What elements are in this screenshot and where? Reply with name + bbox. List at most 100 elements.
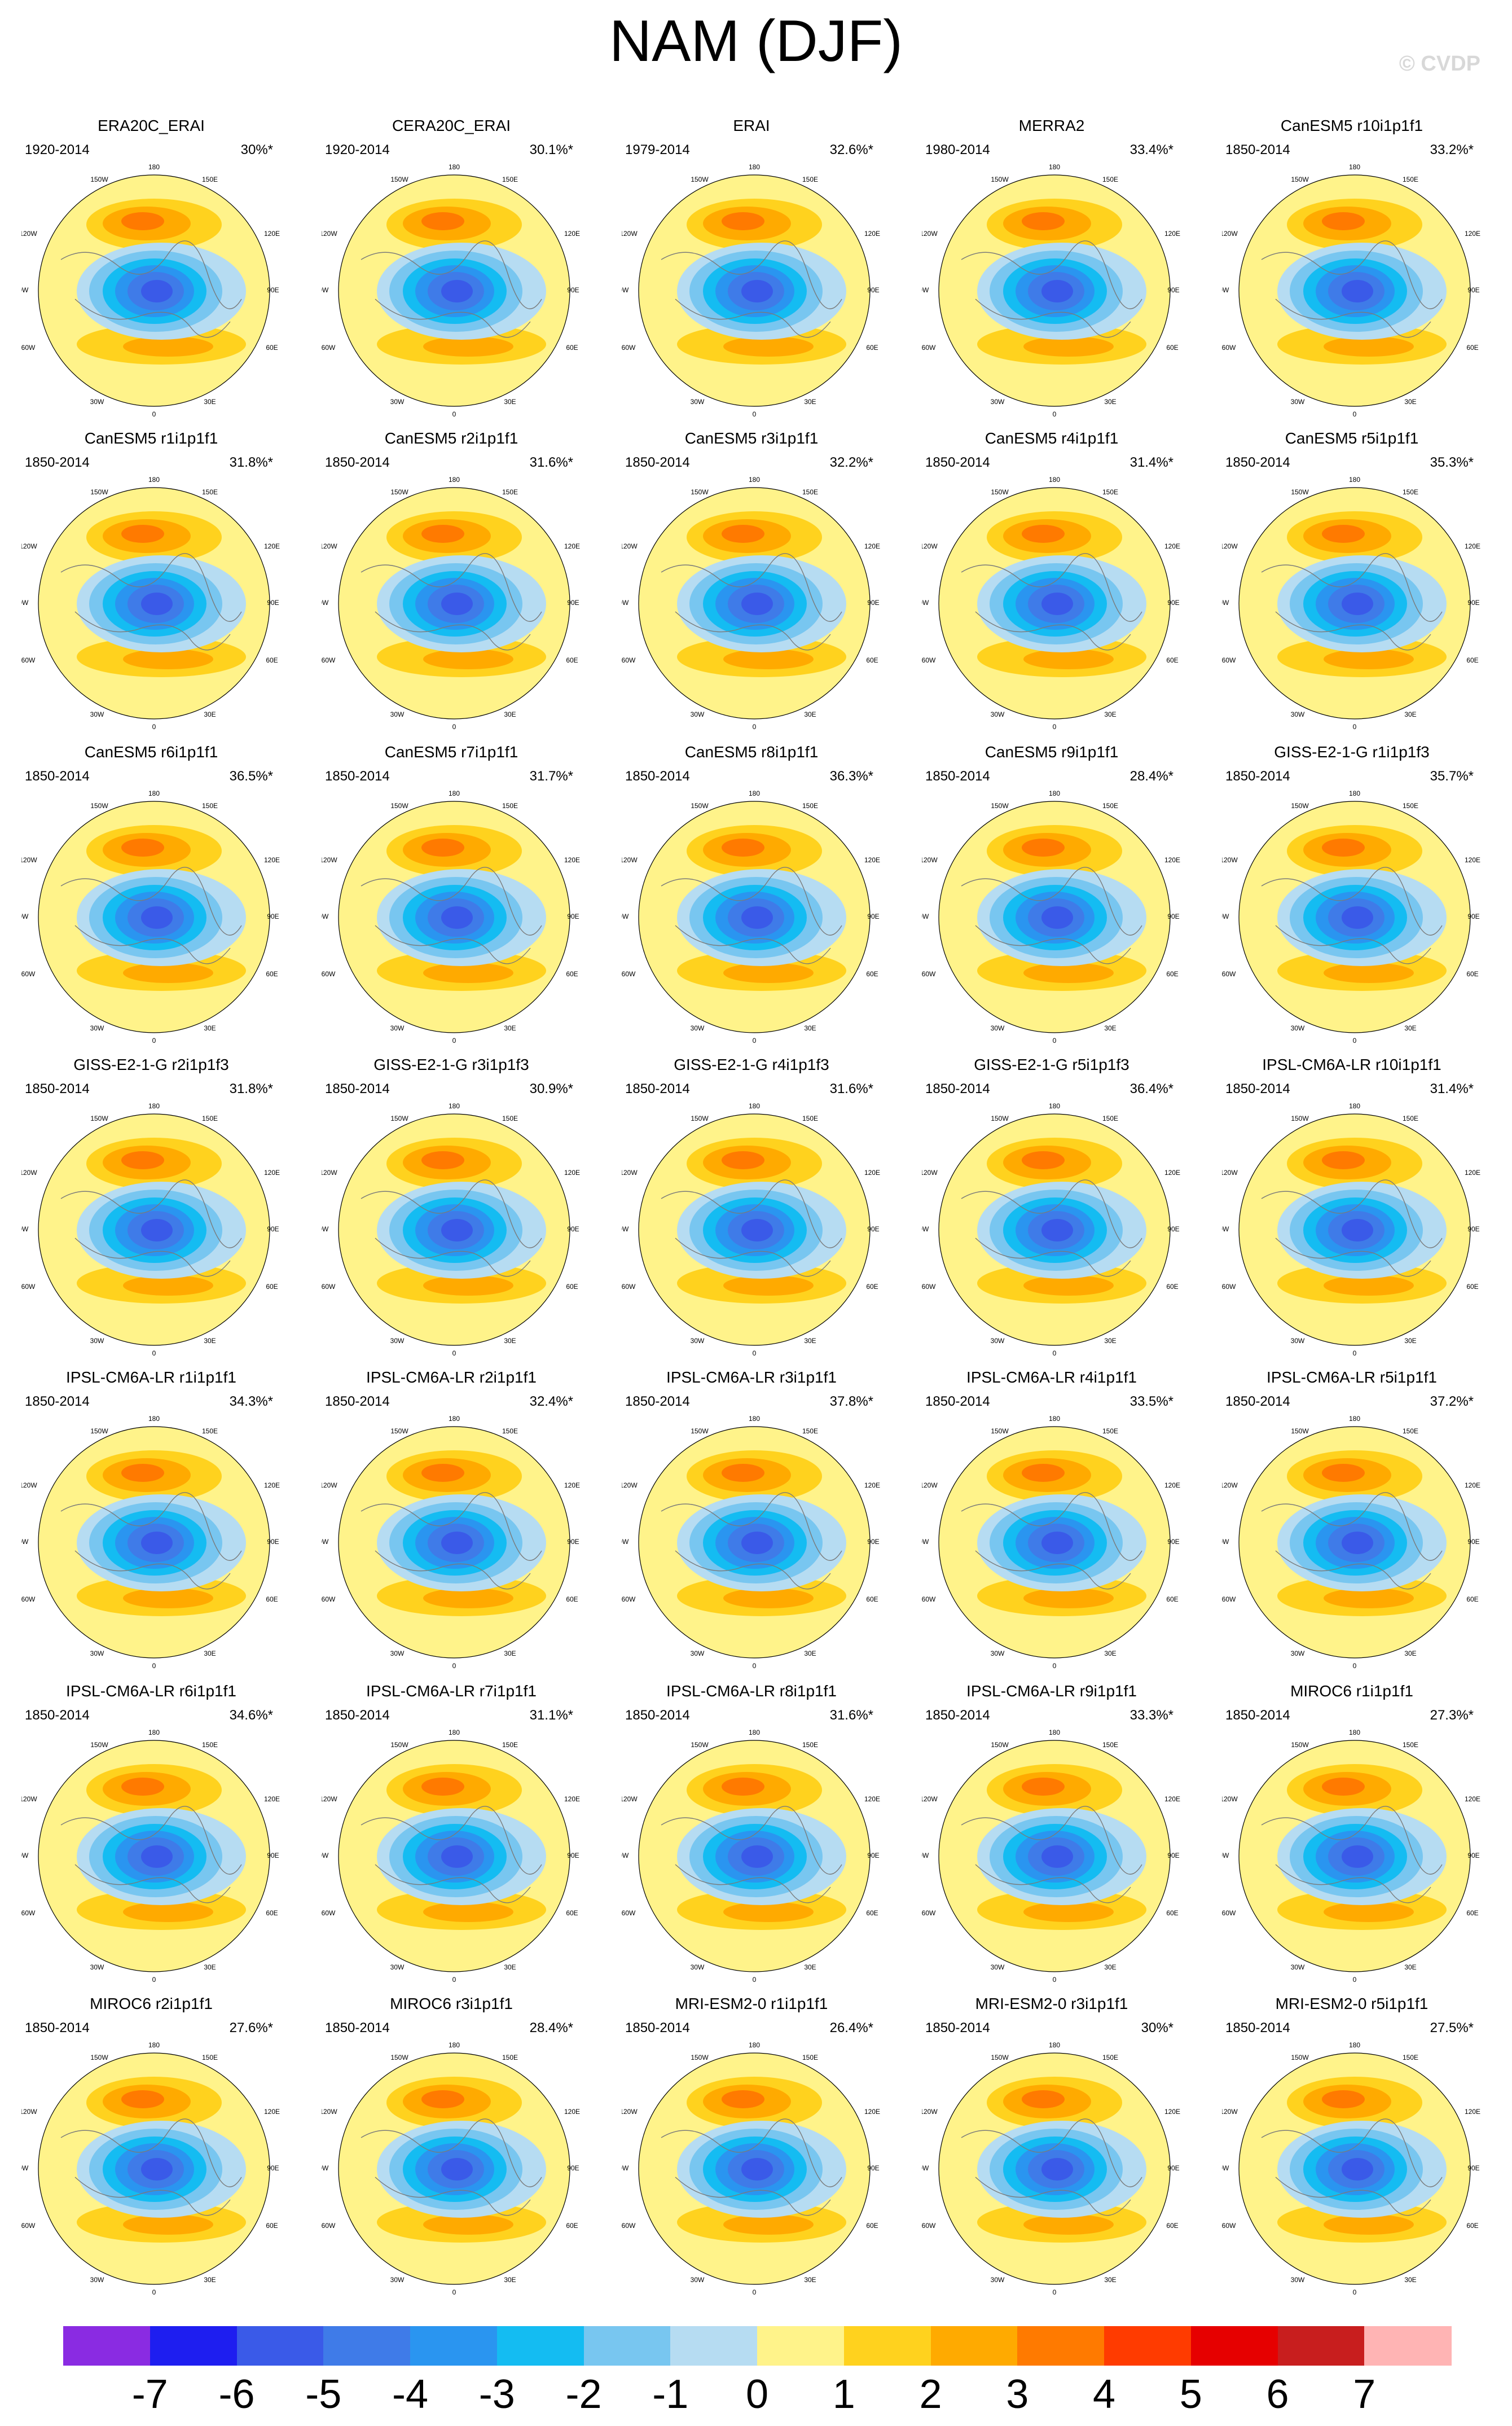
longitude-label: 90W bbox=[922, 599, 929, 607]
panel-title: CanESM5 r10i1p1f1 bbox=[1280, 117, 1423, 134]
longitude-label: 30E bbox=[804, 2276, 816, 2284]
coastline bbox=[961, 553, 1142, 651]
positive-anomaly-south bbox=[723, 1902, 814, 1922]
panel-variance-pct: 31.1%* bbox=[529, 1708, 573, 1723]
positive-anomaly-south bbox=[1324, 1902, 1414, 1922]
panel-title: MIROC6 r1i1p1f1 bbox=[1290, 1682, 1413, 1700]
polar-map: 180 0 150W 150E 120W 120E 90W 90E 60W 60E 30W 30E bbox=[622, 163, 880, 418]
panel-title: IPSL-CM6A-LR r3i1p1f1 bbox=[666, 1368, 837, 1386]
longitude-label: 0 bbox=[1353, 1349, 1357, 1357]
colorbar-tick-label: 1 bbox=[832, 2372, 855, 2417]
polar-map: 180 0 150W 150E 120W 120E 90W 90E 60W 60E 30W 30E bbox=[622, 1415, 880, 1670]
panel-period: 1850-2014 bbox=[325, 455, 390, 470]
panel-variance-pct: 31.8%* bbox=[229, 455, 273, 470]
panel-period: 1850-2014 bbox=[1225, 455, 1290, 470]
longitude-label: 150W bbox=[1291, 488, 1309, 496]
panel-title: CanESM5 r9i1p1f1 bbox=[984, 743, 1119, 761]
coastline bbox=[1261, 240, 1443, 338]
polar-map: 180 0 150W 150E 120W 120E 90W 90E 60W 60E 30W 30E bbox=[21, 1729, 280, 1984]
colorbar-swatch bbox=[1277, 2326, 1365, 2366]
longitude-label: 90W bbox=[622, 1225, 629, 1233]
polar-map: 180 0 150W 150E 120W 120E 90W 90E 60W 60E 30W 30E bbox=[622, 789, 880, 1045]
coastline bbox=[1261, 1492, 1443, 1590]
coastline bbox=[1261, 1179, 1443, 1277]
longitude-label: 90E bbox=[267, 599, 279, 607]
positive-anomaly-north bbox=[421, 1151, 464, 1169]
negative-anomaly bbox=[1041, 906, 1073, 929]
negative-anomaly bbox=[741, 1532, 773, 1554]
longitude-label: 150E bbox=[1403, 488, 1418, 496]
longitude-label: 0 bbox=[452, 1037, 456, 1045]
longitude-label: 60E bbox=[866, 1595, 878, 1603]
colorbar-swatch bbox=[930, 2326, 1018, 2366]
longitude-label: 150W bbox=[691, 802, 709, 810]
panel-period: 1850-2014 bbox=[1225, 2020, 1290, 2035]
coastline bbox=[361, 1179, 542, 1277]
longitude-label: 150W bbox=[390, 1741, 408, 1749]
longitude-label: 150W bbox=[1291, 2054, 1309, 2061]
longitude-label: 60E bbox=[266, 2222, 278, 2230]
longitude-label: 150E bbox=[1403, 2054, 1418, 2061]
polar-map: 180 0 150W 150E 120W 120E 90W 90E 60W 60E 30W 30E bbox=[1222, 1729, 1480, 1984]
longitude-label: 90W bbox=[922, 2164, 929, 2172]
longitude-label: 60W bbox=[1222, 1283, 1236, 1291]
positive-anomaly-south bbox=[423, 336, 513, 357]
colorbar-swatch bbox=[670, 2326, 758, 2366]
colorbar-tick-label: -6 bbox=[218, 2372, 255, 2417]
panel-period: 1850-2014 bbox=[25, 1081, 90, 1096]
panel-title: GISS-E2-1-G r4i1p1f3 bbox=[674, 1056, 829, 1073]
longitude-label: 30W bbox=[991, 2276, 1005, 2284]
panel-variance-pct: 32.4%* bbox=[529, 1394, 573, 1409]
longitude-label: 90W bbox=[622, 913, 629, 920]
longitude-label: 60E bbox=[1166, 1909, 1178, 1917]
longitude-label: 150W bbox=[90, 2054, 108, 2061]
colorbar-swatch bbox=[63, 2326, 151, 2366]
map-boundary bbox=[638, 174, 871, 407]
map-boundary bbox=[338, 174, 570, 407]
panel-period: 1980-2014 bbox=[925, 142, 990, 157]
map-panel: IPSL-CM6A-LR r1i1p1f1 1850-2014 34.3%* 180 0… bbox=[0, 1368, 302, 1682]
longitude-label: 120W bbox=[1222, 1169, 1238, 1177]
longitude-label: 90E bbox=[867, 913, 879, 920]
coastline bbox=[60, 240, 242, 338]
panel-period: 1850-2014 bbox=[625, 769, 690, 784]
map-panel: GISS-E2-1-G r4i1p1f3 1850-2014 31.6%* 180 0 1… bbox=[600, 1055, 903, 1369]
longitude-label: 0 bbox=[753, 1662, 757, 1670]
panel-variance-pct: 36.5%* bbox=[229, 769, 273, 784]
longitude-label: 0 bbox=[753, 1976, 757, 1984]
panel-variance-pct: 26.4%* bbox=[829, 2020, 873, 2035]
longitude-label: 90W bbox=[322, 599, 329, 607]
positive-anomaly-north bbox=[1022, 525, 1065, 543]
longitude-label: 180 bbox=[1349, 789, 1360, 797]
longitude-label: 180 bbox=[449, 1415, 460, 1423]
colorbar-tick-label: -3 bbox=[478, 2372, 515, 2417]
longitude-label: 120W bbox=[322, 542, 337, 550]
longitude-label: 0 bbox=[452, 723, 456, 731]
longitude-label: 120E bbox=[564, 856, 580, 864]
polar-map: 180 0 150W 150E 120W 120E 90W 90E 60W 60E 30W 30E bbox=[322, 1102, 580, 1357]
map-panel: CanESM5 r9i1p1f1 1850-2014 28.4%* 180 0 150W 1… bbox=[900, 743, 1203, 1056]
panel-variance-pct: 36.4%* bbox=[1129, 1081, 1173, 1096]
longitude-label: 90E bbox=[567, 599, 579, 607]
negative-anomaly bbox=[441, 593, 473, 615]
positive-anomaly-north bbox=[121, 1464, 164, 1482]
map-panel: GISS-E2-1-G r3i1p1f3 1850-2014 30.9%* 180 0 1… bbox=[300, 1055, 603, 1369]
longitude-label: 120W bbox=[21, 230, 37, 238]
coastline bbox=[661, 240, 842, 338]
coastline bbox=[661, 553, 842, 651]
map-boundary bbox=[38, 1426, 270, 1659]
longitude-label: 0 bbox=[152, 1662, 156, 1670]
longitude-label: 150W bbox=[991, 802, 1009, 810]
longitude-label: 30E bbox=[804, 1337, 816, 1345]
longitude-label: 90E bbox=[1167, 286, 1179, 294]
colorbar-swatch bbox=[496, 2326, 584, 2366]
positive-anomaly-north bbox=[1322, 1464, 1365, 1482]
longitude-label: 150W bbox=[1291, 176, 1309, 183]
colorbar-swatch bbox=[236, 2326, 324, 2366]
negative-anomaly bbox=[1041, 1532, 1073, 1554]
panel-variance-pct: 35.7%* bbox=[1430, 769, 1474, 784]
longitude-label: 90E bbox=[1167, 2164, 1179, 2172]
panel-title: IPSL-CM6A-LR r1i1p1f1 bbox=[66, 1368, 236, 1386]
longitude-label: 120W bbox=[1222, 2108, 1238, 2116]
map-panel: MRI-ESM2-0 r1i1p1f1 1850-2014 26.4%* 180 0 15… bbox=[600, 1994, 903, 2308]
